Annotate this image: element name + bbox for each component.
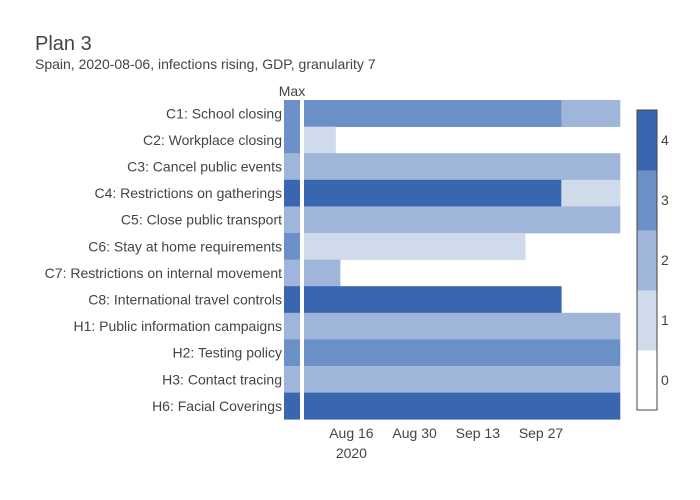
heatmap-segment bbox=[304, 392, 621, 420]
heatmap-segment bbox=[561, 100, 621, 127]
colorbar-outline bbox=[636, 109, 658, 411]
heatmap-segment bbox=[304, 206, 621, 234]
max-cell bbox=[284, 392, 300, 420]
x-axis: Aug 16 2020 Aug 30 Sep 13 Sep 27 bbox=[329, 425, 563, 461]
heatmap-segment bbox=[561, 179, 621, 207]
chart-subtitle: Spain, 2020-08-06, infections rising, GD… bbox=[35, 56, 376, 72]
row-label: H6: Facial Coverings bbox=[152, 398, 282, 414]
row-label: C7: Restrictions on internal movement bbox=[45, 265, 282, 281]
heatmap-segment bbox=[304, 366, 621, 393]
max-column-label: Max bbox=[279, 83, 305, 99]
max-cell bbox=[284, 366, 300, 393]
colorbar-segment bbox=[637, 350, 657, 411]
x-tick-label: Aug 30 bbox=[392, 425, 437, 441]
row-label: H2: Testing policy bbox=[173, 345, 282, 361]
colorbar-tick-label: 2 bbox=[661, 252, 669, 268]
heatmap-segment bbox=[304, 126, 336, 154]
heatmap-cells bbox=[304, 100, 621, 420]
max-cell bbox=[284, 206, 300, 234]
max-cell bbox=[284, 233, 300, 260]
row-label: H3: Contact tracing bbox=[162, 371, 282, 387]
heatmap-segment bbox=[304, 286, 562, 314]
max-cell bbox=[284, 100, 300, 127]
colorbar-tick-label: 1 bbox=[661, 312, 669, 328]
row-label: C1: School closing bbox=[166, 105, 282, 121]
heatmap-segment bbox=[304, 100, 562, 127]
row-labels: C1: School closing C2: Workplace closing C… bbox=[45, 105, 282, 414]
colorbar-tick-label: 4 bbox=[661, 132, 669, 148]
max-cell bbox=[284, 312, 300, 340]
max-cell bbox=[284, 179, 300, 207]
heatmap-segment bbox=[304, 312, 621, 340]
colorbar-tick-label: 0 bbox=[661, 372, 669, 388]
row-label: C5: Close public transport bbox=[121, 212, 282, 228]
x-tick-label: Sep 13 bbox=[456, 425, 501, 441]
row-label: C2: Workplace closing bbox=[143, 132, 282, 148]
heatmap-segment bbox=[304, 259, 341, 287]
colorbar-tick-label: 3 bbox=[661, 192, 669, 208]
max-column bbox=[284, 100, 300, 420]
row-label: C8: International travel controls bbox=[88, 292, 282, 308]
colorbar: 0 1 2 3 4 bbox=[636, 109, 669, 411]
colorbar-segment bbox=[637, 110, 657, 171]
max-cell bbox=[284, 259, 300, 287]
x-tick-label: Aug 16 bbox=[329, 425, 374, 441]
colorbar-segment bbox=[637, 170, 657, 231]
x-tick-year: 2020 bbox=[336, 445, 367, 461]
row-label: C4: Restrictions on gatherings bbox=[94, 185, 282, 201]
max-cell bbox=[284, 126, 300, 154]
heatmap-segment bbox=[304, 233, 526, 260]
colorbar-segment bbox=[637, 230, 657, 291]
row-label: H1: Public information campaigns bbox=[73, 318, 282, 334]
colorbar-segment bbox=[637, 290, 657, 351]
chart-title: Plan 3 bbox=[35, 33, 92, 55]
row-label: C3: Cancel public events bbox=[127, 159, 282, 175]
row-label: C6: Stay at home requirements bbox=[88, 238, 282, 254]
heatmap-segment bbox=[304, 339, 621, 367]
max-cell bbox=[284, 339, 300, 367]
heatmap-segment bbox=[304, 153, 621, 181]
x-tick-label: Sep 27 bbox=[519, 425, 564, 441]
max-cell bbox=[284, 153, 300, 181]
max-cell bbox=[284, 286, 300, 314]
heatmap-segment bbox=[304, 179, 562, 207]
